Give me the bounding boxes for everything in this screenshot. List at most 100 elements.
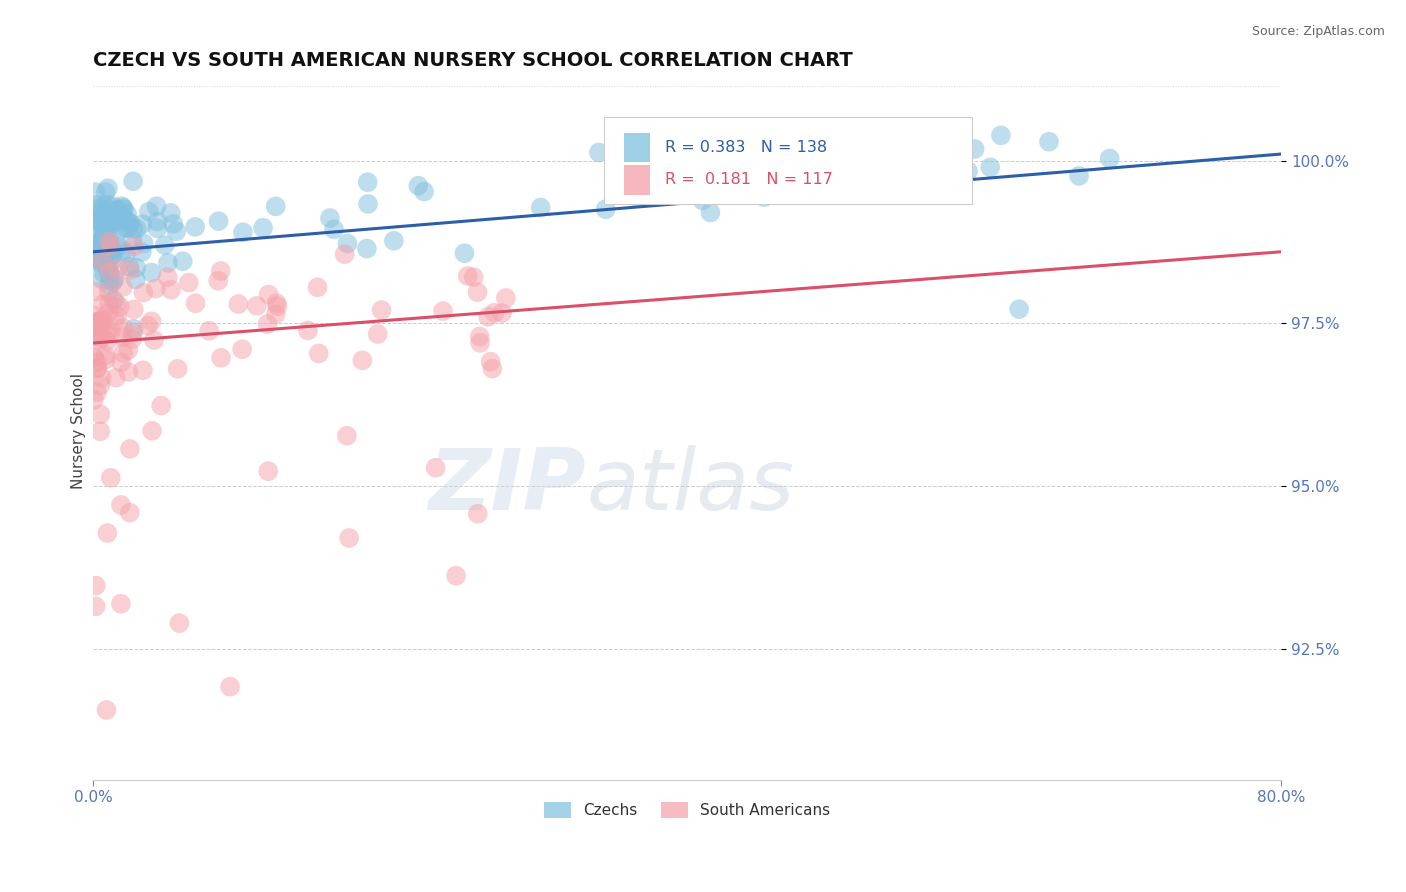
Point [761, 174, 783, 188]
Point [307, 280, 329, 294]
Point [90, 370, 112, 384]
Point [83, 237, 105, 252]
Point [98, 215, 121, 229]
Point [117, 343, 139, 357]
Point [114, 221, 136, 235]
Point [481, 361, 503, 376]
Point [207, 214, 229, 228]
Point [96, 197, 118, 211]
Point [595, 202, 617, 217]
Point [93, 199, 115, 213]
Point [89, 408, 111, 422]
Point [89, 334, 111, 348]
Point [87, 202, 110, 216]
Point [112, 201, 135, 215]
Point [479, 354, 502, 368]
Point [406, 178, 429, 193]
Point [97, 234, 120, 248]
Point [141, 424, 163, 438]
Point [118, 260, 141, 274]
Point [84, 254, 107, 268]
Point [105, 202, 128, 217]
Point [98, 218, 121, 232]
Point [901, 149, 924, 163]
Point [91, 225, 114, 239]
Point [122, 302, 145, 317]
FancyBboxPatch shape [624, 165, 651, 194]
Point [83, 392, 105, 407]
Point [484, 306, 506, 320]
Point [83, 309, 105, 323]
Point [104, 227, 127, 241]
Point [103, 272, 125, 286]
Point [264, 307, 287, 321]
Point [86, 355, 108, 369]
Point [98, 203, 121, 218]
Point [101, 199, 124, 213]
Point [159, 206, 181, 220]
Point [96, 526, 118, 541]
Point [184, 219, 207, 234]
Point [97, 285, 120, 299]
Point [463, 270, 485, 285]
Point [141, 314, 163, 328]
Point [118, 506, 141, 520]
Point [872, 165, 894, 179]
Point [83, 252, 105, 266]
Point [367, 326, 389, 341]
Point [84, 579, 107, 593]
Point [100, 255, 122, 269]
Point [98, 265, 121, 279]
Point [252, 220, 274, 235]
Point [627, 191, 650, 205]
Point [86, 326, 108, 341]
Point [256, 317, 278, 331]
Point [94, 348, 117, 362]
Point [1098, 152, 1121, 166]
Point [125, 260, 148, 275]
Point [96, 247, 118, 261]
Point [730, 175, 752, 189]
Point [120, 216, 142, 230]
Point [98, 273, 121, 287]
Point [257, 464, 280, 478]
Point [336, 428, 359, 442]
Point [100, 209, 122, 223]
Point [754, 190, 776, 204]
Point [89, 378, 111, 392]
Point [97, 181, 120, 195]
Point [105, 309, 128, 323]
Point [333, 247, 356, 261]
Point [530, 201, 553, 215]
Point [166, 361, 188, 376]
Point [370, 303, 392, 318]
Point [156, 256, 179, 270]
Point [638, 164, 661, 178]
Point [228, 297, 250, 311]
Point [432, 304, 454, 318]
Point [231, 343, 253, 357]
Point [96, 325, 118, 339]
Point [86, 316, 108, 330]
Point [138, 204, 160, 219]
Point [122, 326, 145, 340]
Text: ZIP: ZIP [429, 445, 586, 528]
Point [232, 225, 254, 239]
Point [356, 242, 378, 256]
Point [136, 318, 159, 333]
Point [89, 424, 111, 438]
Point [860, 171, 883, 186]
Legend: Czechs, South Americans: Czechs, South Americans [537, 796, 837, 824]
Point [807, 174, 830, 188]
Point [90, 331, 112, 345]
Point [97, 258, 120, 272]
Point [162, 217, 184, 231]
Point [94, 235, 117, 249]
Point [336, 236, 359, 251]
Point [246, 299, 269, 313]
Point [115, 207, 138, 221]
Point [607, 155, 630, 169]
Point [107, 239, 129, 253]
Point [963, 142, 986, 156]
Point [115, 246, 138, 260]
